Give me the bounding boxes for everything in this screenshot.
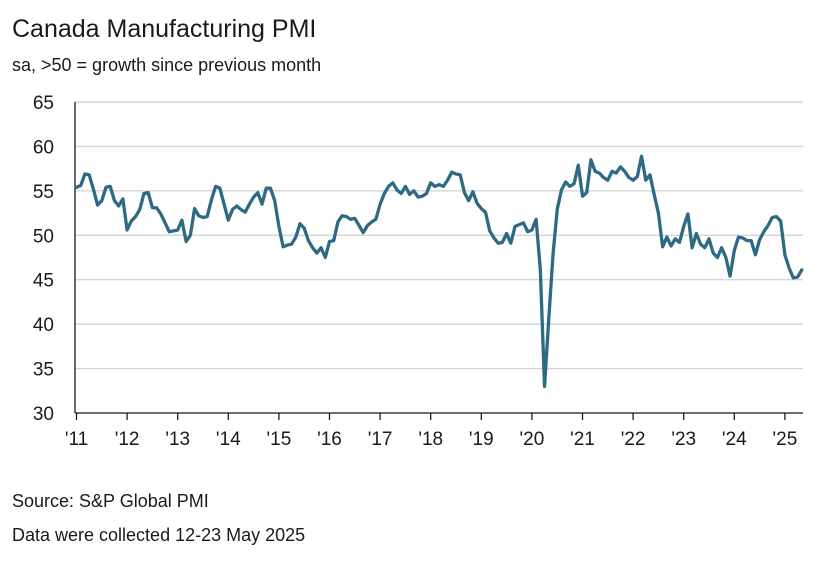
series-line-0: [74, 154, 804, 388]
x-tick-label: '13: [165, 429, 190, 450]
y-axis-ticks: 30 35 40 45 50 55 60 65: [33, 93, 54, 425]
x-tick-label: '21: [570, 429, 595, 450]
x-axis: '11 '12 '13 '14 '15 '16 '17 '18 '19 '20 '21 '22 '23 '…: [65, 102, 803, 450]
x-tick-label: '14: [216, 429, 241, 450]
y-tick-label: 60: [33, 137, 54, 158]
source-note: Source: S&P Global PMI: [12, 491, 209, 511]
chart-subtitle: sa, >50 = growth since previous month: [12, 55, 322, 75]
y-tick-label: 55: [33, 182, 54, 203]
chart-title: Canada Manufacturing PMI: [12, 15, 317, 43]
x-tick-label: '25: [773, 429, 798, 450]
x-tick-label: '20: [520, 429, 545, 450]
x-tick-label: '24: [722, 429, 747, 450]
x-tick-label: '22: [621, 429, 646, 450]
y-tick-label: 30: [33, 404, 54, 425]
x-tick-label: '23: [671, 429, 696, 450]
x-tick-label: '16: [317, 429, 342, 450]
y-tick-label: 50: [33, 226, 54, 247]
x-tick-label: '18: [418, 429, 443, 450]
x-tick-label: '17: [368, 429, 393, 450]
y-tick-label: 35: [33, 360, 54, 381]
y-tick-label: 40: [33, 315, 54, 336]
series-layer: [74, 154, 804, 388]
x-tick-label: '12: [115, 429, 140, 450]
x-tick-label: '19: [469, 429, 494, 450]
y-tick-label: 65: [33, 93, 54, 114]
x-tick-label: '11: [65, 429, 88, 450]
collection-note: Data were collected 12-23 May 2025: [12, 525, 306, 545]
x-tick-label: '15: [267, 429, 292, 450]
y-tick-label: 45: [33, 271, 54, 292]
